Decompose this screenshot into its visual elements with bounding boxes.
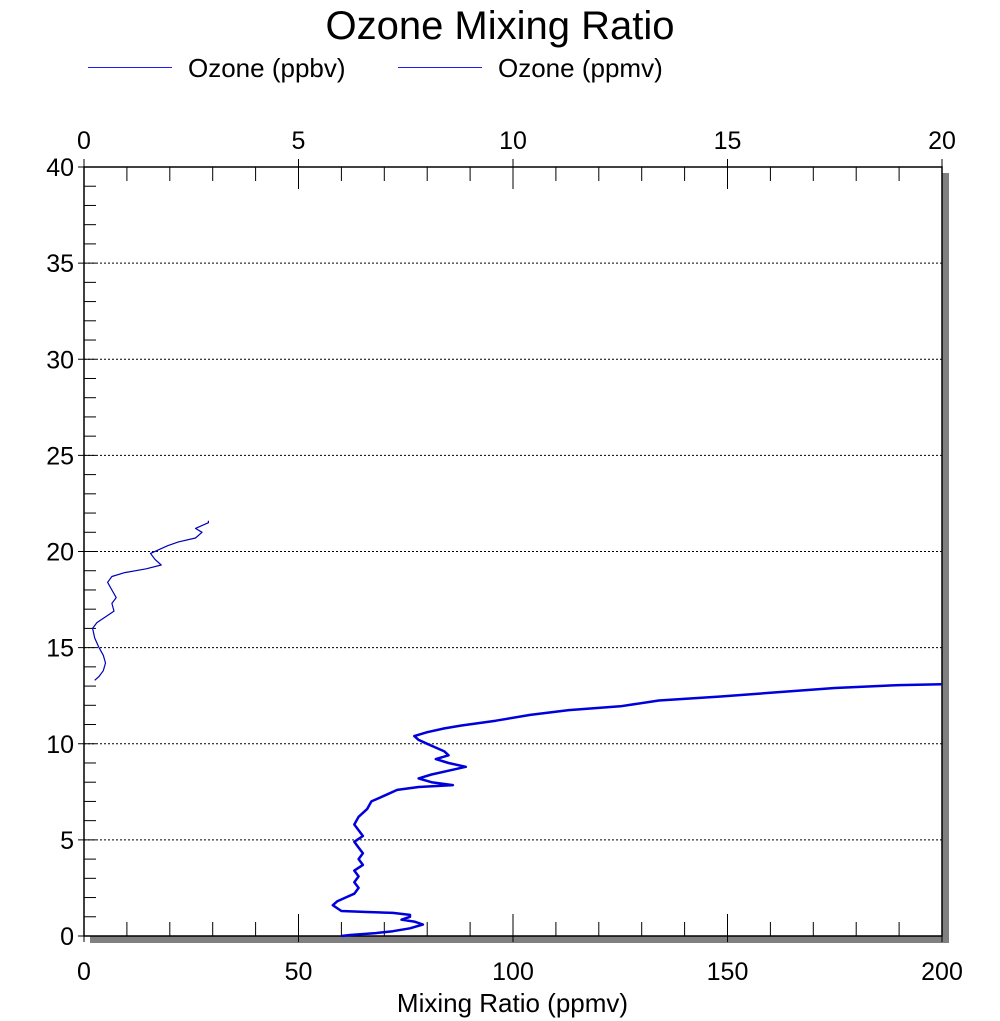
legend-label-ppbv: Ozone (ppbv) — [188, 53, 346, 83]
x-bottom-tick-label-200: 200 — [921, 958, 963, 986]
x-axis-label: Mixing Ratio (ppmv) — [396, 988, 629, 1018]
legend: Ozone (ppbv) Ozone (ppmv) — [0, 52, 1000, 88]
plot-shadow-right — [942, 173, 949, 943]
legend-swatch-ppbv — [88, 67, 172, 68]
y-tick-label-15: 15 — [46, 635, 74, 663]
x-top-tick-label-10: 10 — [499, 127, 527, 155]
y-tick-label-5: 5 — [60, 827, 74, 855]
chart-title: Ozone Mixing Ratio — [325, 4, 675, 48]
series-line-ppmv — [92, 520, 209, 681]
x-bottom-tick-label-150: 150 — [707, 958, 749, 986]
y-tick-label-25: 25 — [46, 442, 74, 470]
y-tick-label-40: 40 — [46, 154, 74, 182]
y-tick-label-10: 10 — [46, 731, 74, 759]
x-top-tick-label-5: 5 — [292, 127, 306, 155]
x-top-tick-label-0: 0 — [77, 127, 91, 155]
x-bottom-tick-label-100: 100 — [492, 958, 534, 986]
legend-swatch-ppmv — [398, 67, 482, 68]
x-bottom-tick-label-0: 0 — [77, 958, 91, 986]
plot-shadow-bottom — [90, 936, 949, 943]
y-tick-label-0: 0 — [60, 923, 74, 951]
legend-label-ppmv: Ozone (ppmv) — [498, 53, 663, 83]
y-tick-label-35: 35 — [46, 250, 74, 278]
x-top-tick-label-20: 20 — [928, 127, 956, 155]
y-tick-label-20: 20 — [46, 539, 74, 567]
y-tick-label-30: 30 — [46, 346, 74, 374]
x-top-tick-label-15: 15 — [714, 127, 742, 155]
series-line-ppbv — [331, 682, 943, 938]
x-bottom-tick-label-50: 50 — [285, 958, 313, 986]
